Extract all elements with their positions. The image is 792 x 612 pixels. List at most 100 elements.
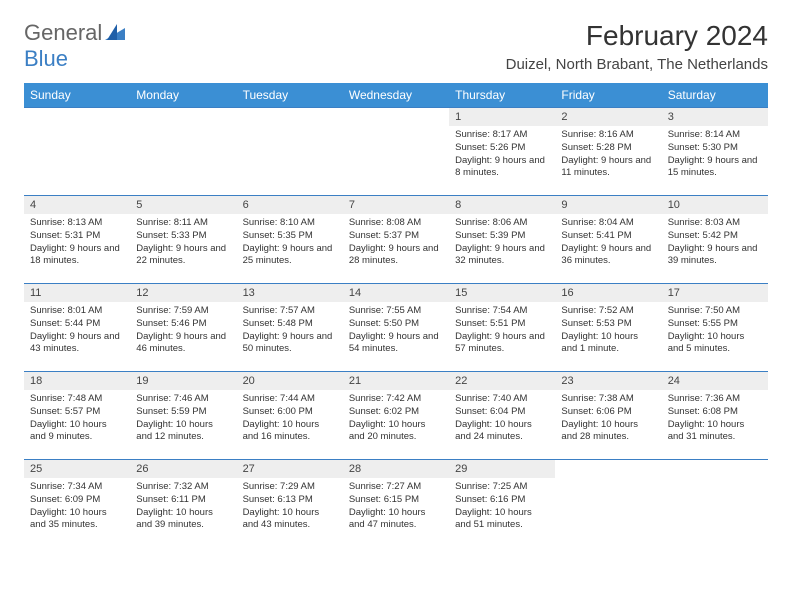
day-header-row: SundayMondayTuesdayWednesdayThursdayFrid… <box>24 83 768 108</box>
day-number: 29 <box>449 460 555 478</box>
calendar-cell: 9Sunrise: 8:04 AMSunset: 5:41 PMDaylight… <box>555 196 661 284</box>
calendar-week-row: 18Sunrise: 7:48 AMSunset: 5:57 PMDayligh… <box>24 372 768 460</box>
calendar-week-row: 11Sunrise: 8:01 AMSunset: 5:44 PMDayligh… <box>24 284 768 372</box>
day-details: Sunrise: 7:57 AMSunset: 5:48 PMDaylight:… <box>237 302 343 360</box>
calendar-cell <box>343 108 449 196</box>
calendar-cell <box>130 108 236 196</box>
calendar-cell: 10Sunrise: 8:03 AMSunset: 5:42 PMDayligh… <box>662 196 768 284</box>
day-details: Sunrise: 8:10 AMSunset: 5:35 PMDaylight:… <box>237 214 343 272</box>
calendar-cell <box>24 108 130 196</box>
day-details: Sunrise: 7:40 AMSunset: 6:04 PMDaylight:… <box>449 390 555 448</box>
day-number: 22 <box>449 372 555 390</box>
month-title: February 2024 <box>506 20 768 52</box>
day-details: Sunrise: 7:32 AMSunset: 6:11 PMDaylight:… <box>130 478 236 536</box>
day-number: 9 <box>555 196 661 214</box>
logo: GeneralBlue <box>24 20 125 72</box>
day-details: Sunrise: 8:16 AMSunset: 5:28 PMDaylight:… <box>555 126 661 184</box>
day-number: 13 <box>237 284 343 302</box>
calendar-table: SundayMondayTuesdayWednesdayThursdayFrid… <box>24 83 768 548</box>
calendar-cell <box>237 108 343 196</box>
day-number: 1 <box>449 108 555 126</box>
day-details: Sunrise: 7:46 AMSunset: 5:59 PMDaylight:… <box>130 390 236 448</box>
day-number: 25 <box>24 460 130 478</box>
day-number: 18 <box>24 372 130 390</box>
day-details: Sunrise: 7:54 AMSunset: 5:51 PMDaylight:… <box>449 302 555 360</box>
day-number: 3 <box>662 108 768 126</box>
calendar-cell: 5Sunrise: 8:11 AMSunset: 5:33 PMDaylight… <box>130 196 236 284</box>
title-block: February 2024 Duizel, North Brabant, The… <box>506 20 768 73</box>
day-details: Sunrise: 8:13 AMSunset: 5:31 PMDaylight:… <box>24 214 130 272</box>
day-number: 24 <box>662 372 768 390</box>
calendar-cell <box>662 460 768 548</box>
day-details: Sunrise: 8:04 AMSunset: 5:41 PMDaylight:… <box>555 214 661 272</box>
day-number: 16 <box>555 284 661 302</box>
day-number: 6 <box>237 196 343 214</box>
location: Duizel, North Brabant, The Netherlands <box>506 56 768 73</box>
day-header: Thursday <box>449 83 555 108</box>
header: GeneralBlue February 2024 Duizel, North … <box>24 20 768 73</box>
calendar-cell: 24Sunrise: 7:36 AMSunset: 6:08 PMDayligh… <box>662 372 768 460</box>
calendar-cell: 13Sunrise: 7:57 AMSunset: 5:48 PMDayligh… <box>237 284 343 372</box>
calendar-cell: 7Sunrise: 8:08 AMSunset: 5:37 PMDaylight… <box>343 196 449 284</box>
day-number: 23 <box>555 372 661 390</box>
calendar-cell: 19Sunrise: 7:46 AMSunset: 5:59 PMDayligh… <box>130 372 236 460</box>
day-header: Friday <box>555 83 661 108</box>
day-number: 4 <box>24 196 130 214</box>
calendar-week-row: 25Sunrise: 7:34 AMSunset: 6:09 PMDayligh… <box>24 460 768 548</box>
day-header: Sunday <box>24 83 130 108</box>
day-details: Sunrise: 7:59 AMSunset: 5:46 PMDaylight:… <box>130 302 236 360</box>
calendar-cell: 6Sunrise: 8:10 AMSunset: 5:35 PMDaylight… <box>237 196 343 284</box>
day-details: Sunrise: 7:48 AMSunset: 5:57 PMDaylight:… <box>24 390 130 448</box>
day-header: Saturday <box>662 83 768 108</box>
day-number: 21 <box>343 372 449 390</box>
day-number: 26 <box>130 460 236 478</box>
calendar-cell: 22Sunrise: 7:40 AMSunset: 6:04 PMDayligh… <box>449 372 555 460</box>
calendar-cell: 25Sunrise: 7:34 AMSunset: 6:09 PMDayligh… <box>24 460 130 548</box>
calendar-cell: 3Sunrise: 8:14 AMSunset: 5:30 PMDaylight… <box>662 108 768 196</box>
day-number: 10 <box>662 196 768 214</box>
day-number: 27 <box>237 460 343 478</box>
day-details: Sunrise: 8:17 AMSunset: 5:26 PMDaylight:… <box>449 126 555 184</box>
calendar-cell: 4Sunrise: 8:13 AMSunset: 5:31 PMDaylight… <box>24 196 130 284</box>
day-details: Sunrise: 7:50 AMSunset: 5:55 PMDaylight:… <box>662 302 768 360</box>
calendar-cell: 17Sunrise: 7:50 AMSunset: 5:55 PMDayligh… <box>662 284 768 372</box>
day-header: Wednesday <box>343 83 449 108</box>
day-details: Sunrise: 8:06 AMSunset: 5:39 PMDaylight:… <box>449 214 555 272</box>
day-number: 11 <box>24 284 130 302</box>
day-details: Sunrise: 7:44 AMSunset: 6:00 PMDaylight:… <box>237 390 343 448</box>
calendar-week-row: 1Sunrise: 8:17 AMSunset: 5:26 PMDaylight… <box>24 108 768 196</box>
day-number: 5 <box>130 196 236 214</box>
calendar-cell: 23Sunrise: 7:38 AMSunset: 6:06 PMDayligh… <box>555 372 661 460</box>
day-details: Sunrise: 8:03 AMSunset: 5:42 PMDaylight:… <box>662 214 768 272</box>
day-header: Monday <box>130 83 236 108</box>
calendar-cell: 21Sunrise: 7:42 AMSunset: 6:02 PMDayligh… <box>343 372 449 460</box>
calendar-cell: 16Sunrise: 7:52 AMSunset: 5:53 PMDayligh… <box>555 284 661 372</box>
day-number: 8 <box>449 196 555 214</box>
day-details: Sunrise: 7:27 AMSunset: 6:15 PMDaylight:… <box>343 478 449 536</box>
calendar-cell: 29Sunrise: 7:25 AMSunset: 6:16 PMDayligh… <box>449 460 555 548</box>
day-details: Sunrise: 8:11 AMSunset: 5:33 PMDaylight:… <box>130 214 236 272</box>
calendar-cell: 26Sunrise: 7:32 AMSunset: 6:11 PMDayligh… <box>130 460 236 548</box>
calendar-cell: 8Sunrise: 8:06 AMSunset: 5:39 PMDaylight… <box>449 196 555 284</box>
day-details: Sunrise: 8:08 AMSunset: 5:37 PMDaylight:… <box>343 214 449 272</box>
calendar-cell <box>555 460 661 548</box>
day-details: Sunrise: 7:29 AMSunset: 6:13 PMDaylight:… <box>237 478 343 536</box>
calendar-cell: 14Sunrise: 7:55 AMSunset: 5:50 PMDayligh… <box>343 284 449 372</box>
calendar-cell: 18Sunrise: 7:48 AMSunset: 5:57 PMDayligh… <box>24 372 130 460</box>
day-details: Sunrise: 7:38 AMSunset: 6:06 PMDaylight:… <box>555 390 661 448</box>
day-details: Sunrise: 7:34 AMSunset: 6:09 PMDaylight:… <box>24 478 130 536</box>
day-details: Sunrise: 7:55 AMSunset: 5:50 PMDaylight:… <box>343 302 449 360</box>
day-details: Sunrise: 8:14 AMSunset: 5:30 PMDaylight:… <box>662 126 768 184</box>
day-header: Tuesday <box>237 83 343 108</box>
day-details: Sunrise: 7:52 AMSunset: 5:53 PMDaylight:… <box>555 302 661 360</box>
day-number: 14 <box>343 284 449 302</box>
calendar-cell: 2Sunrise: 8:16 AMSunset: 5:28 PMDaylight… <box>555 108 661 196</box>
day-number: 7 <box>343 196 449 214</box>
day-number: 17 <box>662 284 768 302</box>
calendar-cell: 11Sunrise: 8:01 AMSunset: 5:44 PMDayligh… <box>24 284 130 372</box>
calendar-cell: 1Sunrise: 8:17 AMSunset: 5:26 PMDaylight… <box>449 108 555 196</box>
day-number: 19 <box>130 372 236 390</box>
calendar-week-row: 4Sunrise: 8:13 AMSunset: 5:31 PMDaylight… <box>24 196 768 284</box>
calendar-cell: 27Sunrise: 7:29 AMSunset: 6:13 PMDayligh… <box>237 460 343 548</box>
day-details: Sunrise: 7:36 AMSunset: 6:08 PMDaylight:… <box>662 390 768 448</box>
